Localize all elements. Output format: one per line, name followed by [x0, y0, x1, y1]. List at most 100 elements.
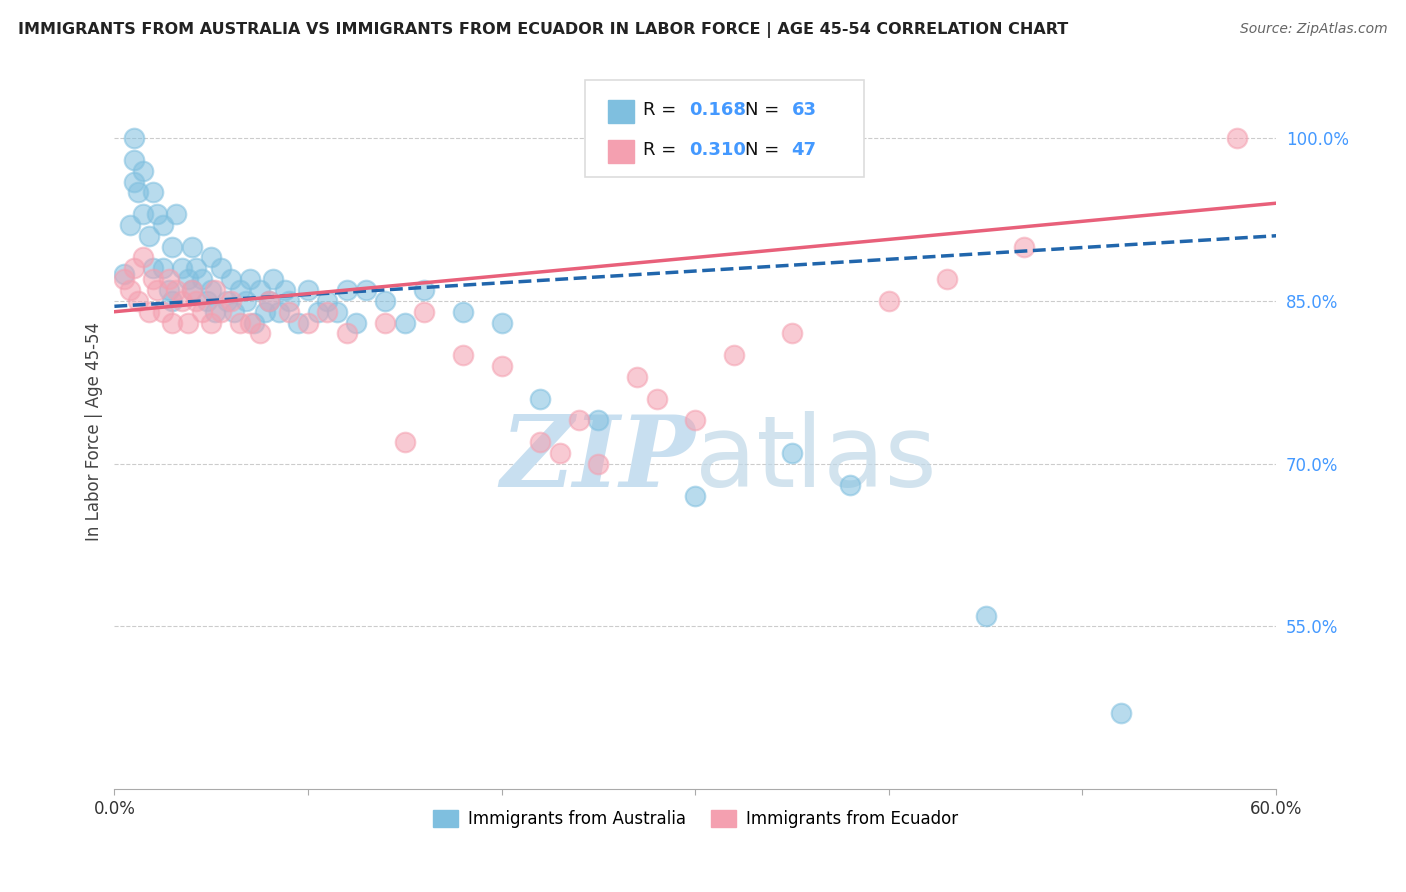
- Point: [138, 228, 160, 243]
- Text: ZIP: ZIP: [501, 411, 695, 508]
- Text: R =: R =: [643, 102, 682, 120]
- Point: [374, 293, 396, 308]
- Point: [204, 283, 226, 297]
- Point: [277, 293, 299, 308]
- Point: [184, 261, 207, 276]
- Point: [413, 304, 436, 318]
- Point: [307, 304, 329, 318]
- Point: [243, 316, 266, 330]
- Point: [152, 261, 174, 276]
- Point: [254, 304, 277, 318]
- Point: [224, 304, 246, 318]
- Point: [336, 283, 359, 297]
- Point: [132, 207, 155, 221]
- Point: [172, 293, 194, 308]
- Point: [118, 218, 141, 232]
- Point: [204, 304, 226, 318]
- Point: [180, 283, 202, 297]
- Point: [184, 293, 207, 308]
- Point: [219, 293, 242, 308]
- Point: [326, 304, 349, 318]
- Point: [394, 434, 416, 449]
- Point: [122, 261, 145, 276]
- Point: [336, 326, 359, 341]
- Point: [316, 293, 339, 308]
- Point: [588, 457, 610, 471]
- Point: [936, 272, 959, 286]
- Point: [157, 272, 180, 286]
- Text: 0.168: 0.168: [689, 102, 747, 120]
- Point: [354, 283, 377, 297]
- Point: [548, 446, 571, 460]
- Point: [215, 293, 238, 308]
- Point: [132, 163, 155, 178]
- Point: [162, 316, 184, 330]
- Point: [297, 316, 319, 330]
- Point: [239, 272, 262, 286]
- Text: IMMIGRANTS FROM AUSTRALIA VS IMMIGRANTS FROM ECUADOR IN LABOR FORCE | AGE 45-54 : IMMIGRANTS FROM AUSTRALIA VS IMMIGRANTS …: [18, 22, 1069, 38]
- Point: [190, 304, 212, 318]
- Point: [626, 369, 648, 384]
- Point: [229, 283, 252, 297]
- Point: [491, 316, 513, 330]
- Point: [491, 359, 513, 373]
- Legend: Immigrants from Australia, Immigrants from Ecuador: Immigrants from Australia, Immigrants fr…: [426, 803, 965, 835]
- Point: [146, 283, 169, 297]
- Point: [209, 261, 232, 276]
- Point: [142, 261, 165, 276]
- Point: [529, 434, 551, 449]
- Point: [262, 272, 284, 286]
- Text: 63: 63: [792, 102, 817, 120]
- Point: [297, 283, 319, 297]
- Point: [180, 239, 202, 253]
- Point: [239, 316, 262, 330]
- Point: [138, 304, 160, 318]
- Point: [780, 326, 803, 341]
- Point: [200, 316, 222, 330]
- Point: [568, 413, 591, 427]
- Point: [165, 207, 187, 221]
- Point: [1014, 239, 1036, 253]
- Point: [451, 348, 474, 362]
- Point: [200, 283, 222, 297]
- FancyBboxPatch shape: [609, 100, 634, 123]
- Point: [180, 283, 202, 297]
- Point: [209, 304, 232, 318]
- Point: [157, 283, 180, 297]
- Point: [127, 293, 149, 308]
- Point: [177, 272, 200, 286]
- Point: [316, 304, 339, 318]
- Text: N =: N =: [745, 141, 785, 159]
- Point: [451, 304, 474, 318]
- Point: [142, 186, 165, 200]
- Point: [146, 207, 169, 221]
- Point: [588, 413, 610, 427]
- Point: [723, 348, 745, 362]
- Point: [277, 304, 299, 318]
- Text: atlas: atlas: [695, 411, 936, 508]
- Point: [374, 316, 396, 330]
- Point: [219, 272, 242, 286]
- Point: [122, 131, 145, 145]
- Point: [394, 316, 416, 330]
- Point: [152, 304, 174, 318]
- Point: [112, 267, 135, 281]
- Point: [165, 283, 187, 297]
- Point: [177, 316, 200, 330]
- Point: [195, 293, 218, 308]
- Point: [162, 293, 184, 308]
- Point: [780, 446, 803, 460]
- Point: [200, 251, 222, 265]
- Point: [877, 293, 900, 308]
- Point: [132, 251, 155, 265]
- Text: R =: R =: [643, 141, 682, 159]
- Text: 47: 47: [792, 141, 817, 159]
- Point: [249, 283, 271, 297]
- Point: [172, 261, 194, 276]
- Point: [152, 218, 174, 232]
- Point: [122, 174, 145, 188]
- Point: [683, 413, 706, 427]
- Point: [1109, 706, 1132, 721]
- Point: [274, 283, 297, 297]
- Point: [1226, 131, 1249, 145]
